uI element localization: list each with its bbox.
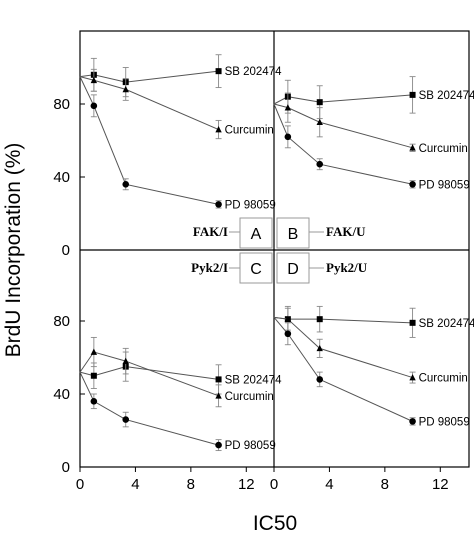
series-line [273, 103, 413, 149]
y-tick-label: 0 [62, 459, 70, 476]
panel-letter-box [276, 217, 310, 249]
data-point-triangle [90, 348, 98, 355]
x-tick-label: 8 [381, 476, 389, 493]
series-line [273, 94, 413, 105]
plot-layer: 0 40 80 0 40 80 0 4 8 12 0 4 8 12 SB 202474 Curcumin PD … [53, 30, 474, 493]
series-label: SB 202474 [225, 374, 283, 386]
data-point-circle [316, 160, 324, 168]
data-point-square [316, 316, 323, 323]
series-line [79, 76, 219, 205]
panel-c: SB 202474 Curcumin PD 98059 [79, 336, 283, 452]
series-line [273, 316, 413, 324]
panel-letter: A [251, 226, 262, 243]
panel-letter: B [288, 226, 299, 243]
data-point-circle [316, 376, 324, 383]
y-axis-title: BrdU Incorporation (%) [2, 143, 25, 358]
data-point-circle [122, 181, 130, 188]
series-line [273, 103, 413, 185]
y-tick-label: 80 [53, 313, 70, 330]
panel-label-c: C Pyk2/I [191, 252, 273, 284]
data-point-triangle [122, 85, 129, 93]
panel-d: SB 202474 Curcumin PD 98059 [273, 305, 474, 428]
y-tick-label: 40 [53, 386, 70, 403]
panel-tag: Pyk2/U [326, 260, 368, 275]
data-point-square [215, 376, 222, 383]
x-tick-label: 4 [325, 476, 333, 493]
data-point-circle [284, 330, 292, 338]
data-point-square [409, 91, 416, 98]
data-point-triangle [284, 315, 292, 322]
series-label: Curcumin [225, 391, 274, 403]
series-label: PD 98059 [225, 440, 276, 452]
x-tick-label: 12 [432, 476, 449, 493]
data-point-square [90, 372, 97, 379]
series-line [79, 70, 219, 83]
series-line [79, 76, 219, 131]
series-label: Curcumin [419, 143, 468, 155]
panel-letter: C [250, 261, 262, 278]
x-axis-title: IC50 [253, 512, 297, 535]
panel-label-b: B FAK/U [276, 217, 366, 249]
panel-a: SB 202474 Curcumin PD 98059 [79, 54, 283, 211]
data-point-square [409, 319, 416, 326]
data-point-triangle [409, 374, 416, 381]
y-tick-label: 40 [53, 169, 70, 186]
x-tick-label: 0 [76, 476, 84, 493]
data-point-circle [215, 441, 222, 449]
data-point-circle [215, 201, 222, 208]
data-point-triangle [284, 104, 292, 111]
series-line [273, 317, 413, 422]
data-point-triangle [122, 357, 129, 364]
panel-letter-box [239, 217, 273, 249]
panel-tag: Pyk2/I [191, 260, 228, 275]
panel-label-d: D Pyk2/U [276, 252, 368, 284]
y-tick-label: 0 [62, 242, 70, 259]
series-label: SB 202474 [419, 90, 474, 102]
data-point-circle [409, 181, 416, 188]
data-point-triangle [215, 126, 222, 133]
x-tick-label: 8 [187, 476, 195, 493]
x-tick-label: 12 [238, 476, 255, 493]
data-point-circle [90, 102, 98, 110]
series-label: SB 202474 [419, 318, 474, 330]
series-label: SB 202474 [225, 66, 283, 78]
data-point-circle [90, 398, 98, 405]
panel-letter-box [239, 252, 273, 284]
data-point-square [215, 68, 222, 75]
panel-b: SB 202474 Curcumin PD 98059 [273, 76, 474, 191]
data-point-triangle [90, 76, 98, 84]
series-label: Curcumin [225, 125, 274, 137]
data-point-circle [122, 416, 130, 423]
series-line [79, 366, 219, 380]
series-label: PD 98059 [225, 199, 276, 211]
data-point-triangle [215, 392, 222, 399]
data-point-square [316, 99, 323, 106]
series-line [79, 371, 219, 446]
series-line [273, 316, 413, 379]
x-tick-label: 0 [270, 476, 278, 493]
data-point-circle [284, 133, 292, 141]
y-tick-label: 80 [53, 96, 70, 113]
data-point-triangle [409, 144, 416, 151]
data-point-circle [409, 418, 416, 425]
panel-label-a: A FAK/I [193, 217, 273, 249]
panel-tag: FAK/U [326, 224, 366, 239]
series-label: Curcumin [419, 373, 468, 385]
panel-tag: FAK/I [193, 224, 228, 239]
series-line [79, 351, 219, 397]
series-label: PD 98059 [419, 416, 470, 428]
panel-letter: D [287, 261, 299, 278]
data-point-triangle [316, 344, 323, 352]
x-tick-label: 4 [131, 476, 139, 493]
data-point-triangle [316, 118, 323, 126]
series-label: PD 98059 [419, 179, 470, 191]
